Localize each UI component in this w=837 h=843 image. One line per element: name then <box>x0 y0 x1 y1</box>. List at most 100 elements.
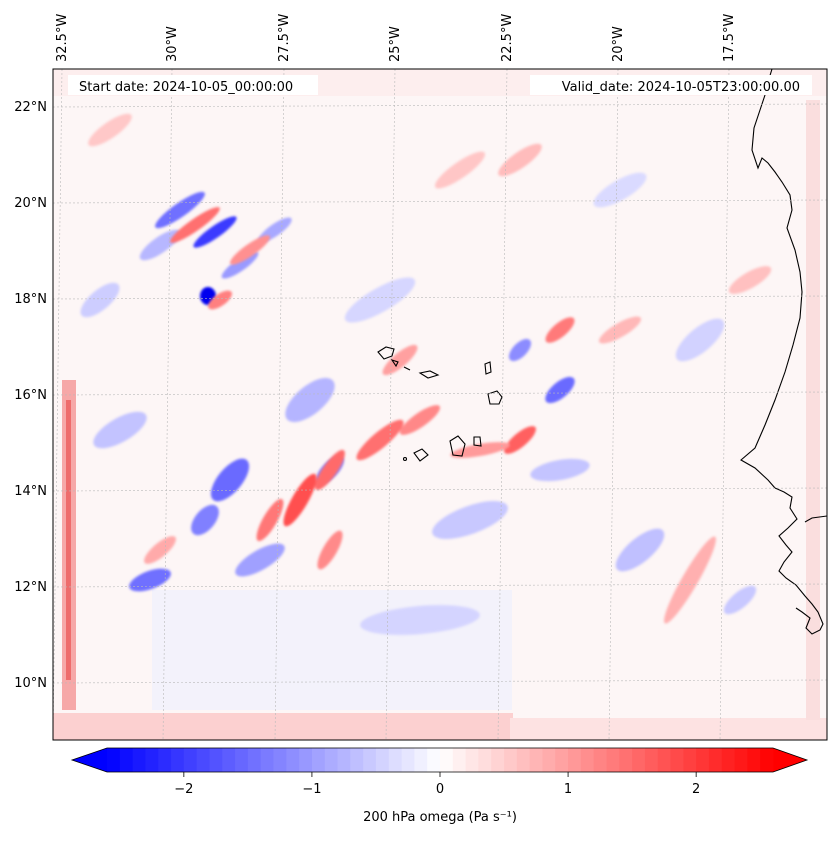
negative-omega-patch <box>193 216 237 248</box>
colorbar-step <box>632 748 646 772</box>
colorbar-tick-label: −2 <box>174 782 193 797</box>
parallel-line <box>52 103 828 108</box>
colorbar-ticks: −2 −1 0 1 2 <box>174 772 700 797</box>
longitude-label: 32.5°W <box>55 14 70 62</box>
negative-omega-patch <box>235 543 285 577</box>
colorbar-step <box>375 748 390 772</box>
colorbar-step <box>286 748 300 772</box>
colorbar-step <box>401 748 415 772</box>
negative-omega-patch <box>93 411 147 449</box>
positive-omega-patch <box>315 449 345 491</box>
colorbar-step <box>350 748 364 772</box>
colorbar-step <box>760 748 774 772</box>
cape-verde-islands <box>377 346 503 462</box>
colorbar-extend-low <box>72 748 107 772</box>
colorbar-step <box>670 748 684 772</box>
negative-omega-patch <box>155 191 205 229</box>
negative-omega-patch <box>593 172 647 208</box>
colorbar-step <box>529 748 543 772</box>
positive-omega-patch <box>504 426 536 454</box>
colorbar-step <box>260 748 274 772</box>
parallel-line <box>52 679 828 684</box>
latitude-label: 14°N <box>14 484 47 499</box>
negative-omega-patch <box>360 605 480 635</box>
colorbar-step <box>465 748 479 772</box>
colorbar-step <box>452 748 467 772</box>
negative-omega-patch <box>191 504 219 536</box>
colorbar-outline <box>70 747 809 773</box>
negative-omega-patch <box>285 377 335 423</box>
colorbar-step <box>222 748 236 772</box>
longitude-label: 30°W <box>165 26 180 62</box>
colorbar-tick-label: 1 <box>564 782 572 797</box>
positive-omega-patch <box>598 316 642 344</box>
positive-omega-patch <box>144 536 176 564</box>
parallel-line <box>52 583 828 588</box>
colorbar-step <box>619 748 633 772</box>
latitude-label: 22°N <box>14 100 47 115</box>
colorbar-step <box>478 748 492 772</box>
colorbar-step <box>734 748 748 772</box>
latitude-label: 12°N <box>14 580 47 595</box>
start-date-text: Start date: 2024-10-05_00:00:00 <box>79 80 293 95</box>
positive-omega-patch <box>283 473 317 527</box>
negative-omega-patch <box>221 251 259 279</box>
parallel-line <box>52 391 828 396</box>
colorbar-step <box>721 748 736 772</box>
parallel-line <box>52 487 828 492</box>
positive-omega-patch <box>545 317 575 343</box>
latitude-label: 10°N <box>14 676 47 691</box>
positive-omega-patch <box>230 235 270 265</box>
colorbar-step <box>324 748 339 772</box>
colorbar-step <box>158 748 172 772</box>
colorbar-step <box>542 748 556 772</box>
colorbar-step <box>427 748 441 772</box>
negative-omega-patch <box>530 458 590 482</box>
positive-omega-patch <box>435 151 485 189</box>
colorbar-step <box>606 748 620 772</box>
positive-omega-patch <box>664 536 716 624</box>
colorbar-step <box>196 748 210 772</box>
positive-omega-patch <box>399 405 441 435</box>
red-anomaly-patches <box>88 113 772 624</box>
positive-omega-patch <box>450 442 510 458</box>
longitude-label: 22.5°W <box>500 14 515 62</box>
negative-omega-patch <box>344 277 416 323</box>
colorbar-step <box>235 748 249 772</box>
colorbar-step <box>696 748 710 772</box>
colorbar-step <box>171 748 185 772</box>
colorbar-step <box>708 748 723 772</box>
colorbar: −2 −1 0 1 2 200 hPa omega (Pa s⁻¹) <box>70 747 809 825</box>
colorbar-step <box>363 748 377 772</box>
colorbar-step <box>491 748 505 772</box>
colorbar-step <box>388 748 403 772</box>
longitude-label: 25°W <box>388 26 403 62</box>
omega-field <box>53 69 827 740</box>
positive-omega-patch <box>256 498 284 542</box>
colorbar-step <box>299 748 313 772</box>
colorbar-step <box>119 748 134 772</box>
parallel-line <box>52 199 828 204</box>
colorbar-step <box>593 748 607 772</box>
longitude-labels: 32.5°W 30°W 27.5°W 25°W 22.5°W 20°W 17.5°W <box>55 14 737 62</box>
colorbar-step <box>311 748 326 772</box>
negative-omega-patch <box>432 501 508 539</box>
colorbar-step <box>440 748 454 772</box>
colorbar-step <box>414 748 428 772</box>
negative-omega-patch <box>545 376 575 404</box>
negative-omega-patch <box>723 585 757 615</box>
colorbar-step <box>580 748 595 772</box>
latitude-label: 20°N <box>14 196 47 211</box>
colorbar-step <box>132 748 146 772</box>
positive-omega-patch <box>382 344 418 376</box>
colorbar-step <box>247 748 262 772</box>
negative-omega-patch <box>139 229 181 261</box>
valid-date-text: Valid_date: 2024-10-05T23:00:00.00 <box>562 80 800 95</box>
longitude-label: 27.5°W <box>277 14 292 62</box>
colorbar-step <box>683 748 697 772</box>
colorbar-extend-high <box>773 748 807 772</box>
positive-omega-patch <box>356 419 404 461</box>
positive-omega-patch <box>170 207 220 243</box>
